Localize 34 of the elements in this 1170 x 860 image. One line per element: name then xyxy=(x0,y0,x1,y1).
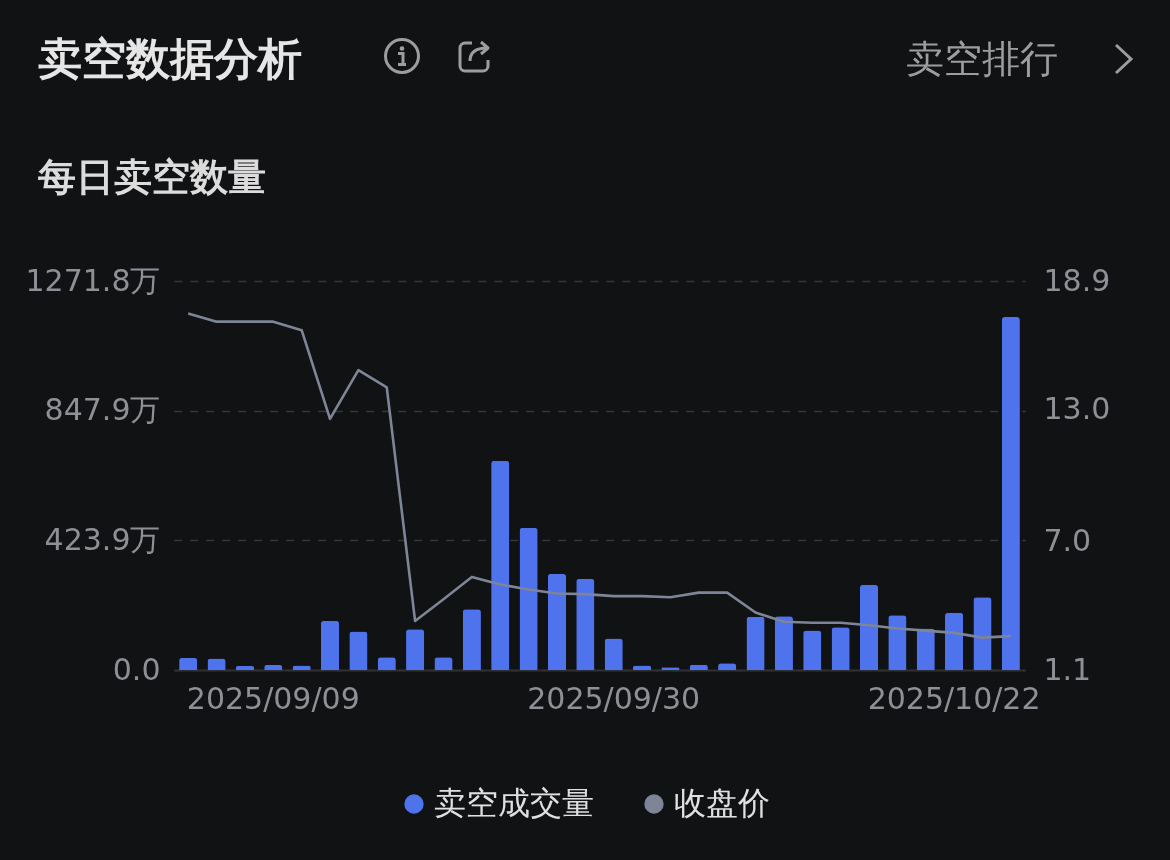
y-tick-label: 0.0 xyxy=(112,651,161,687)
bar xyxy=(179,657,198,670)
bar xyxy=(349,631,368,670)
bar xyxy=(491,460,510,670)
legend-label: 卖空成交量 xyxy=(434,784,594,822)
y2-tick-label: 7.0 xyxy=(1043,522,1092,558)
x-tick-label: 2025/09/09 xyxy=(186,680,360,716)
y-tick-label: 1271.8万 xyxy=(25,262,161,298)
bar xyxy=(831,627,850,670)
line-series xyxy=(186,312,1013,639)
bar xyxy=(576,578,595,670)
x-tick-label: 2025/09/30 xyxy=(527,680,701,716)
bar xyxy=(519,527,538,670)
bar xyxy=(264,665,283,670)
bar xyxy=(859,584,879,670)
x-tick-label: 2025/10/22 xyxy=(867,680,1041,716)
bar xyxy=(803,630,822,670)
y-tick-label: 423.9万 xyxy=(44,521,161,557)
legend-label: 收盘价 xyxy=(674,784,770,822)
text: 卖空排行 xyxy=(906,36,1058,83)
y2-tick-label: 1.1 xyxy=(1043,651,1092,687)
bar xyxy=(320,620,340,670)
bar xyxy=(547,573,567,670)
bar xyxy=(1001,317,1020,670)
bar xyxy=(235,666,254,670)
y-tick-label: 847.9万 xyxy=(44,392,161,428)
bar xyxy=(406,629,425,670)
chart-subtitle: 每日卖空数量 xyxy=(38,154,266,201)
bar xyxy=(746,616,765,670)
bar xyxy=(462,609,481,670)
bar xyxy=(604,638,623,670)
chart-title: 卖空数据分析 xyxy=(38,32,302,86)
y2-tick-label: 18.9 xyxy=(1043,262,1111,298)
y2-tick-label: 13.0 xyxy=(1043,391,1111,427)
